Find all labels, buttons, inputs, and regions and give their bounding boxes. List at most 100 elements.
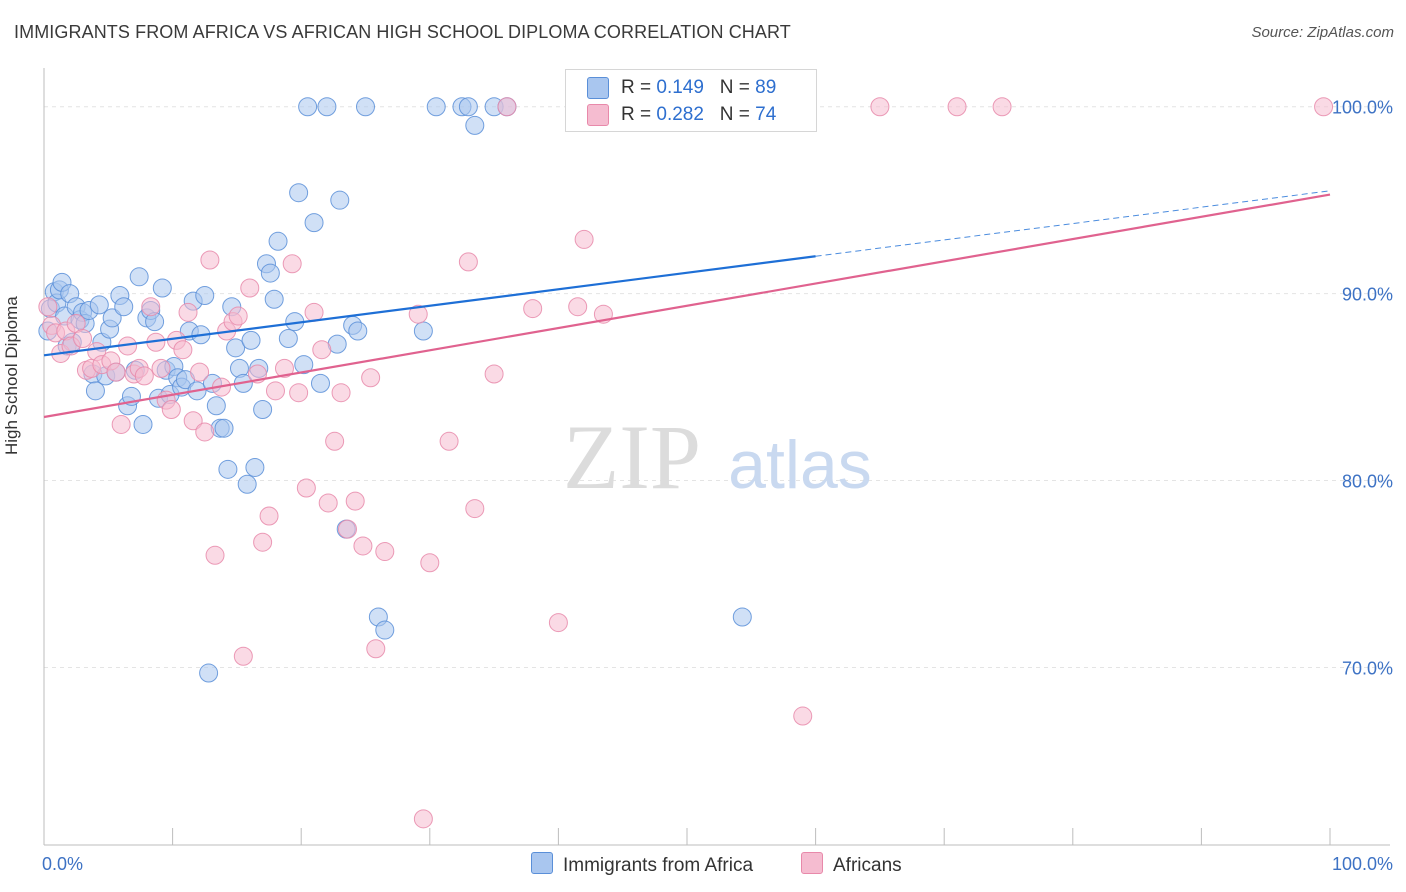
point-africans <box>484 364 504 384</box>
point-africans <box>228 306 248 326</box>
point-immigrants <box>304 213 324 233</box>
y-tick-label: 90.0% <box>1342 285 1393 305</box>
point-africans <box>523 299 543 319</box>
point-immigrants <box>289 183 309 203</box>
point-immigrants <box>206 396 226 416</box>
legend-swatch-pink <box>801 852 823 874</box>
point-immigrants <box>356 97 375 117</box>
x-tick-label: 100.0% <box>1332 854 1393 874</box>
point-africans <box>173 340 193 360</box>
trend-extension-immigrants <box>815 190 1331 257</box>
r-value: 0.282 <box>656 104 704 125</box>
point-immigrants <box>245 457 265 477</box>
point-africans <box>793 706 813 726</box>
point-africans <box>458 252 478 272</box>
point-africans <box>151 358 171 378</box>
source-label: Source: ZipAtlas.com <box>1251 24 1394 41</box>
trend-line-africans <box>43 193 1331 419</box>
point-africans <box>38 297 58 317</box>
point-africans <box>947 97 967 117</box>
point-immigrants <box>375 620 395 640</box>
legend-label: Africans <box>833 855 902 876</box>
point-africans <box>870 97 890 117</box>
point-africans <box>325 431 345 451</box>
point-africans <box>240 278 260 298</box>
legend-swatch-pink <box>587 104 609 126</box>
point-africans <box>408 304 428 324</box>
point-africans <box>312 340 332 360</box>
n-value: 74 <box>755 104 777 125</box>
point-africans <box>296 478 316 498</box>
legend-item-immigrants: Immigrants from Africa <box>531 852 753 877</box>
n-label: N = <box>719 104 756 125</box>
point-immigrants <box>237 474 257 494</box>
point-africans <box>178 302 198 322</box>
point-africans <box>413 809 433 829</box>
point-africans <box>420 553 440 573</box>
point-africans <box>337 519 357 539</box>
point-immigrants <box>195 286 215 305</box>
y-tick-label: 80.0% <box>1342 472 1393 492</box>
point-immigrants <box>114 297 134 317</box>
point-africans <box>345 491 365 511</box>
point-africans <box>190 362 210 382</box>
point-africans <box>568 297 588 317</box>
point-africans <box>106 362 126 382</box>
point-immigrants <box>458 97 478 117</box>
point-africans <box>195 422 215 442</box>
point-immigrants <box>133 414 153 434</box>
legend-swatch-blue <box>587 77 609 99</box>
point-africans <box>73 328 93 348</box>
point-immigrants <box>413 321 433 341</box>
point-immigrants <box>129 267 149 287</box>
point-africans <box>274 358 294 378</box>
legend-item-africans: Africans <box>801 852 902 877</box>
trend-lines <box>43 190 1331 419</box>
point-africans <box>1314 97 1334 117</box>
point-africans <box>200 250 220 270</box>
axes <box>43 68 1390 846</box>
trend-line-immigrants <box>43 255 816 357</box>
point-africans <box>233 646 253 666</box>
point-africans <box>183 411 203 431</box>
watermark-zip: ZIP <box>563 406 701 508</box>
point-immigrants <box>85 381 105 401</box>
point-immigrants <box>278 328 298 348</box>
point-immigrants <box>298 97 318 117</box>
n-label: N = <box>719 77 756 98</box>
point-africans <box>318 493 338 513</box>
point-immigrants <box>264 289 284 309</box>
point-africans <box>331 383 351 403</box>
point-immigrants <box>226 338 246 358</box>
n-value: 89 <box>755 77 777 98</box>
point-immigrants <box>732 607 752 627</box>
point-africans <box>375 542 395 562</box>
point-immigrants <box>294 355 314 375</box>
point-immigrants <box>268 231 288 251</box>
point-africans <box>134 366 154 386</box>
point-africans <box>282 254 302 274</box>
point-africans <box>161 400 181 420</box>
watermark: ZIP atlas <box>563 406 872 508</box>
point-immigrants <box>348 321 368 341</box>
point-africans <box>439 431 459 451</box>
point-africans <box>253 532 273 552</box>
point-immigrants <box>330 190 350 210</box>
point-immigrants <box>218 459 238 479</box>
point-immigrants <box>89 295 109 315</box>
point-africans <box>111 414 131 434</box>
r-label: R = <box>621 77 657 98</box>
chart-title: IMMIGRANTS FROM AFRICA VS AFRICAN HIGH S… <box>14 22 791 42</box>
watermark-atlas: atlas <box>728 427 872 503</box>
point-immigrants <box>152 278 172 298</box>
x-tick-label: 0.0% <box>42 854 83 874</box>
legend-label: Immigrants from Africa <box>563 855 754 876</box>
point-africans <box>353 536 373 556</box>
point-africans <box>548 613 568 633</box>
point-africans <box>289 383 309 403</box>
point-africans <box>259 506 279 526</box>
point-africans <box>465 499 485 519</box>
r-value: 0.149 <box>656 77 704 98</box>
point-africans <box>361 368 381 388</box>
